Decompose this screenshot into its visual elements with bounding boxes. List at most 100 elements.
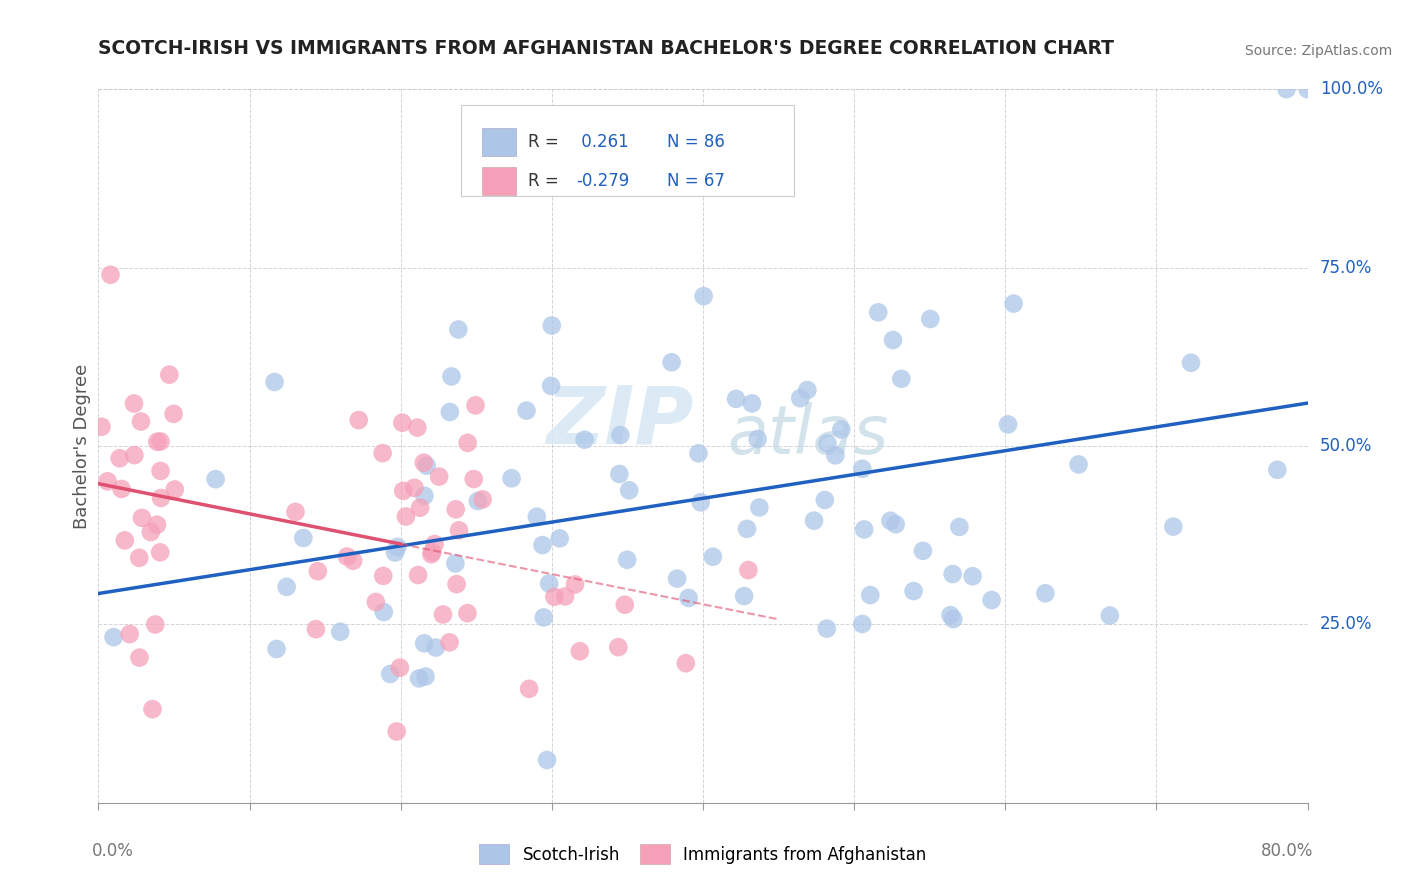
Text: 25.0%: 25.0%: [1320, 615, 1372, 633]
Point: [467, 494, 489, 508]
Point: [747, 432, 769, 446]
Point: [342, 554, 364, 568]
Point: [263, 375, 285, 389]
Point: [128, 550, 150, 565]
Point: [1067, 458, 1090, 472]
Point: [853, 523, 876, 537]
Point: [830, 423, 852, 437]
Point: [702, 549, 724, 564]
Point: [395, 509, 418, 524]
Point: [408, 671, 430, 685]
Bar: [482, 128, 516, 156]
Point: [997, 417, 1019, 432]
Point: [143, 617, 166, 632]
Point: [735, 522, 758, 536]
Point: [903, 584, 925, 599]
Point: [814, 493, 837, 508]
Y-axis label: Bachelor's Degree: Bachelor's Degree: [73, 363, 91, 529]
Point: [439, 635, 461, 649]
Point: [890, 372, 912, 386]
Text: 0.261: 0.261: [576, 133, 628, 151]
Point: [432, 607, 454, 622]
Point: [329, 624, 352, 639]
Point: [364, 595, 387, 609]
Point: [536, 753, 558, 767]
Point: [149, 464, 172, 478]
Point: [574, 433, 596, 447]
Point: [373, 605, 395, 619]
Point: [149, 545, 172, 559]
Text: -0.279: -0.279: [576, 172, 630, 190]
Point: [425, 640, 447, 655]
Point: [939, 608, 962, 623]
Point: [692, 289, 714, 303]
Point: [129, 415, 152, 429]
Point: [1098, 608, 1121, 623]
Point: [103, 630, 125, 644]
Point: [336, 549, 359, 564]
Point: [266, 642, 288, 657]
Point: [1035, 586, 1057, 600]
Point: [815, 622, 838, 636]
Point: [371, 446, 394, 460]
Point: [100, 268, 122, 282]
Point: [1296, 82, 1319, 96]
Point: [815, 436, 838, 450]
Point: [276, 580, 298, 594]
Point: [942, 612, 965, 626]
Point: [447, 322, 470, 336]
Point: [118, 627, 141, 641]
Point: [163, 483, 186, 497]
Point: [517, 681, 540, 696]
Point: [737, 563, 759, 577]
Point: [146, 517, 169, 532]
Text: atlas: atlas: [727, 402, 889, 468]
Point: [457, 435, 479, 450]
Text: N = 67: N = 67: [666, 172, 724, 190]
Point: [859, 588, 882, 602]
Point: [564, 577, 586, 591]
Point: [122, 396, 145, 410]
Point: [146, 434, 169, 449]
Point: [373, 569, 395, 583]
Point: [108, 451, 131, 466]
Point: [851, 616, 873, 631]
Point: [404, 481, 426, 495]
Point: [464, 398, 486, 412]
Point: [114, 533, 136, 548]
Point: [1265, 463, 1288, 477]
Point: [384, 545, 406, 559]
Point: [1002, 296, 1025, 310]
Text: 80.0%: 80.0%: [1261, 842, 1313, 860]
FancyBboxPatch shape: [461, 105, 793, 196]
Point: [851, 462, 873, 476]
Point: [380, 667, 402, 681]
Point: [543, 590, 565, 604]
Text: 100.0%: 100.0%: [1320, 80, 1382, 98]
Point: [616, 553, 638, 567]
Point: [531, 538, 554, 552]
Point: [741, 396, 763, 410]
Point: [942, 567, 965, 582]
Point: [110, 482, 132, 496]
Point: [440, 369, 463, 384]
Point: [204, 472, 226, 486]
Text: R =: R =: [527, 172, 564, 190]
Point: [347, 413, 370, 427]
Point: [141, 702, 163, 716]
Point: [420, 547, 443, 561]
Point: [538, 576, 561, 591]
Point: [613, 598, 636, 612]
Point: [385, 724, 408, 739]
Point: [609, 428, 631, 442]
Point: [157, 368, 180, 382]
Point: [162, 407, 184, 421]
Point: [149, 434, 172, 449]
Point: [284, 505, 307, 519]
Bar: [482, 167, 516, 195]
Point: [150, 491, 173, 505]
Point: [427, 469, 450, 483]
Point: [540, 318, 562, 333]
Point: [139, 524, 162, 539]
Point: [392, 483, 415, 498]
